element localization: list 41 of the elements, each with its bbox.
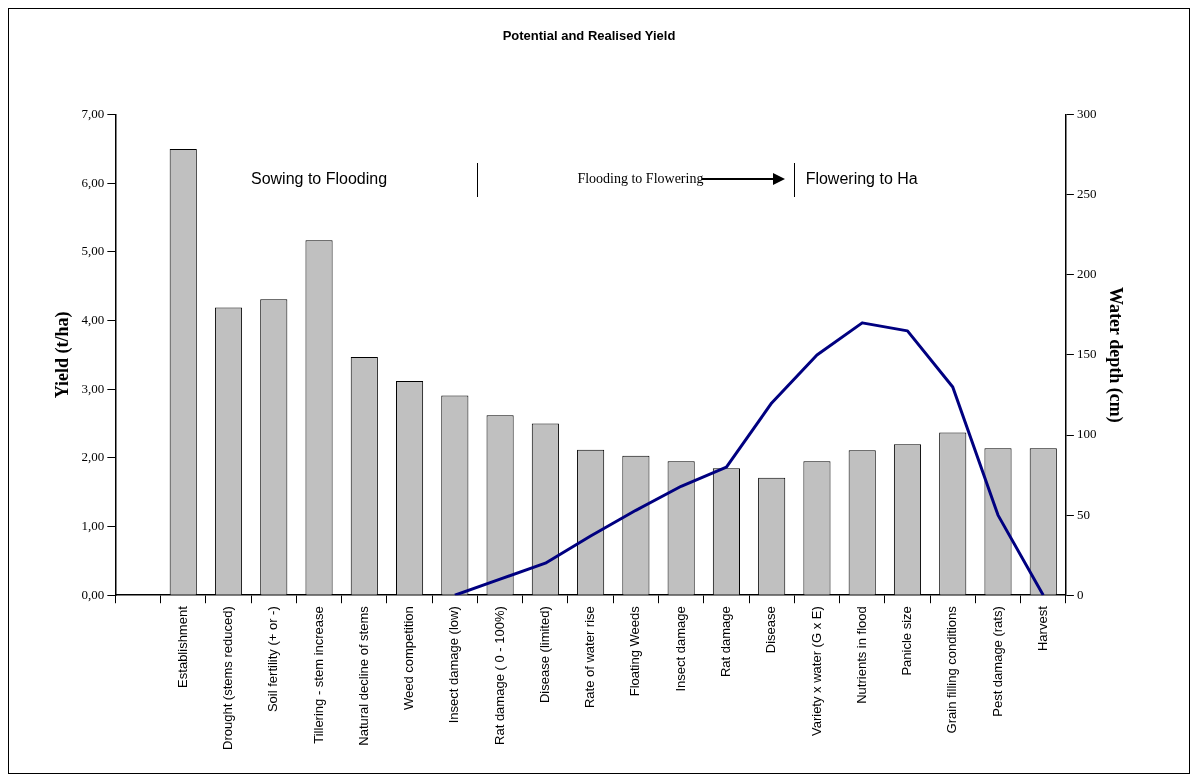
y2-tick-label: 50 xyxy=(1076,506,1090,522)
x-tick-label: Panicle size xyxy=(899,606,915,676)
x-tick-label: Weed competition xyxy=(401,606,417,711)
x-tick-label: Disease (limited) xyxy=(536,606,552,704)
y-tick-label: 5,00 xyxy=(81,243,105,259)
y2-tick-label: 200 xyxy=(1076,266,1097,282)
x-tick-label: Variety x water (G x E) xyxy=(808,606,824,737)
x-tick-label: Floating Weeds xyxy=(627,605,643,697)
x-tick-label: Grain filling conditions xyxy=(944,605,960,734)
x-tick-label: Drought (stems reduced) xyxy=(220,606,236,750)
y-tick-label: 7,00 xyxy=(81,106,105,122)
x-tick-label: Rate of water rise xyxy=(582,606,598,709)
x-tick-label: Rat damage xyxy=(718,606,733,678)
y-tick-label: 2,00 xyxy=(81,449,105,465)
y-tick-label: 0,00 xyxy=(81,586,105,602)
y2-tick-label: 300 xyxy=(1076,106,1097,122)
annotation: Sowing to Flooding xyxy=(250,169,388,187)
x-tick-label: Establishment xyxy=(174,605,190,688)
y2-axis-title: Water depth (cm) xyxy=(1104,287,1126,423)
y-tick-label: 6,00 xyxy=(81,174,105,190)
x-tick-label: Pest damage (rats) xyxy=(989,606,1005,717)
x-tick-label: Nutrients in flood xyxy=(853,606,869,704)
x-tick-label: Disease xyxy=(763,606,779,654)
x-tick-label: Insect damage (low) xyxy=(446,606,462,724)
y2-tick-label: 0 xyxy=(1076,586,1084,602)
annotation: Flowering to Ha xyxy=(805,169,918,187)
y-axis-title: Yield (t/ha) xyxy=(52,311,74,399)
x-tick-label: Soil fertility (+ or -) xyxy=(265,606,281,713)
x-tick-label: Rat damage ( 0 - 100%) xyxy=(491,606,507,745)
y2-tick-label: 100 xyxy=(1076,426,1097,442)
x-tick-label: Insect damage xyxy=(672,606,688,692)
y-tick-label: 4,00 xyxy=(81,312,105,327)
y2-tick-label: 250 xyxy=(1076,186,1097,202)
y2-tick-label: 150 xyxy=(1076,346,1097,362)
y-tick-label: 3,00 xyxy=(81,380,105,396)
annotation: Flooding to Flowering xyxy=(577,170,704,186)
y-tick-label: 1,00 xyxy=(81,517,105,533)
x-tick-label: Tillering - stem increase xyxy=(310,606,326,744)
chart-title: Potential and Realised Yield xyxy=(502,28,676,44)
x-tick-label: Natural decline of stems xyxy=(355,605,371,746)
x-tick-label: Harvest xyxy=(1034,605,1050,652)
